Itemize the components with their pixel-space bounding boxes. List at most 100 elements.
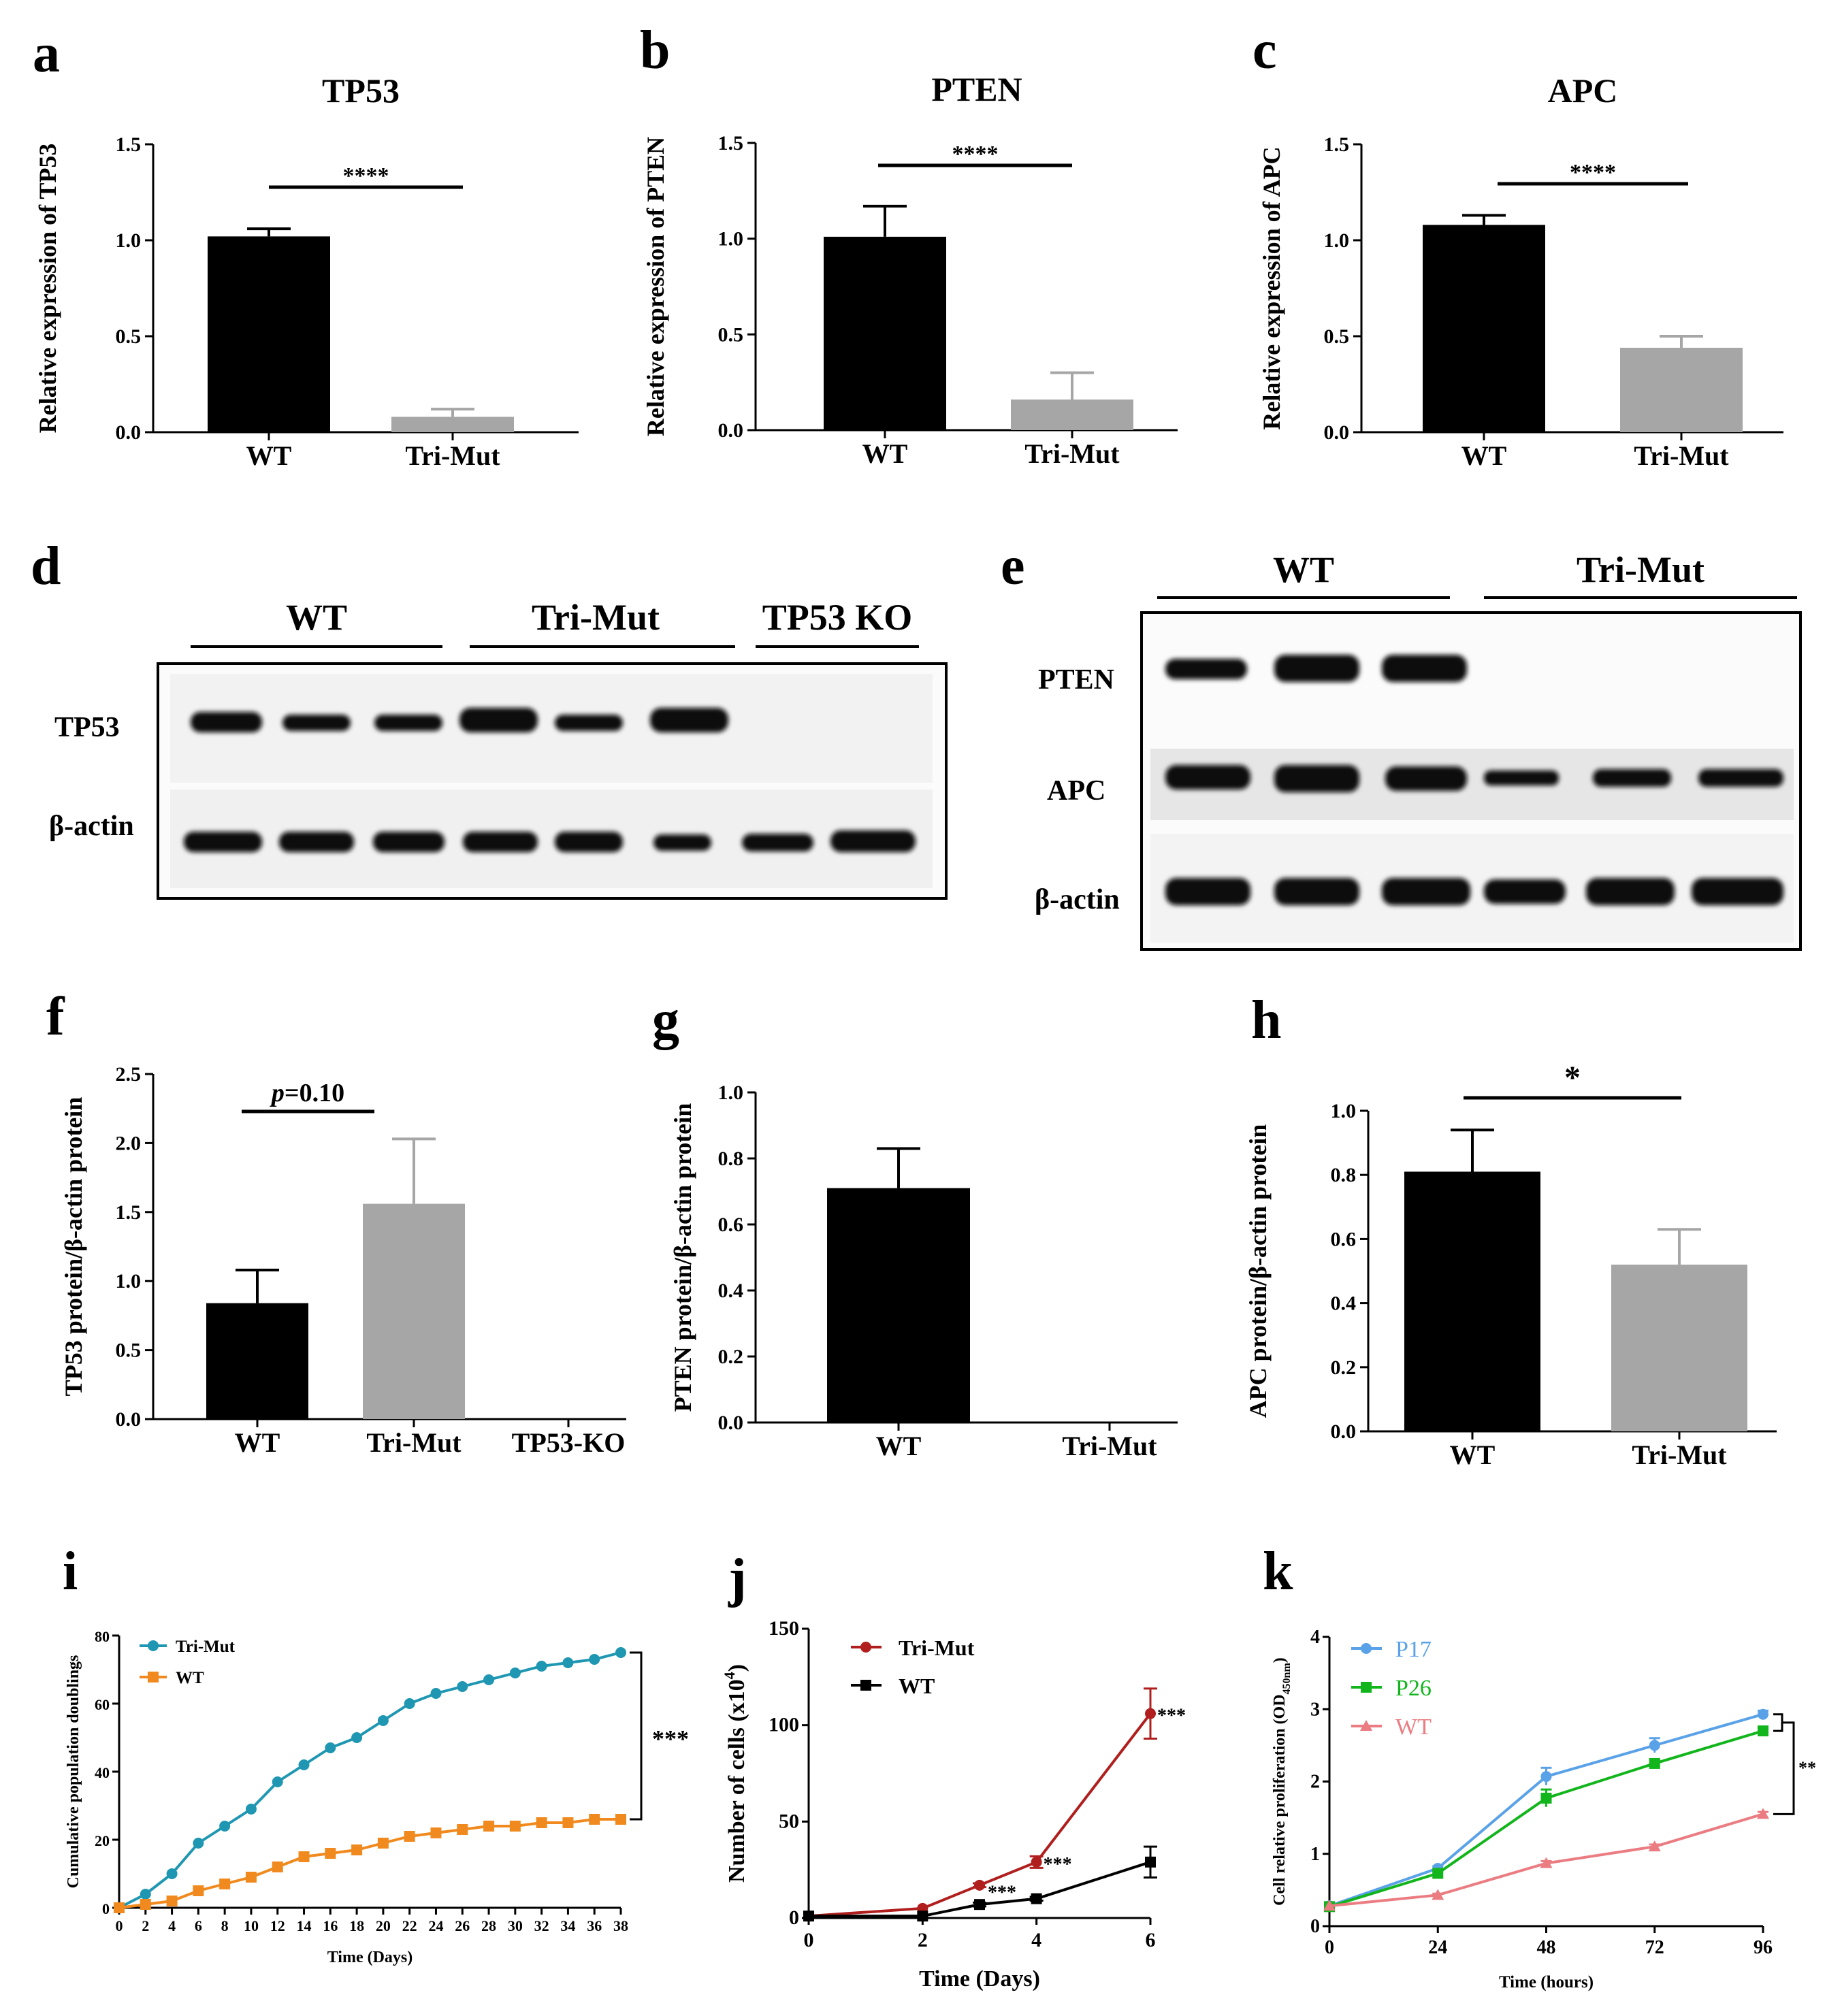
data-point	[1031, 1893, 1042, 1904]
panel-label-c: c	[1253, 20, 1277, 80]
legend-marker	[860, 1680, 871, 1691]
x-tick-label: 0	[804, 1929, 814, 1951]
data-point	[483, 1674, 495, 1685]
x-tick-label: Tri-Mut	[1634, 440, 1729, 471]
band-e-actin-6	[1692, 878, 1783, 905]
x-axis-label: Time (hours)	[1499, 1973, 1594, 1991]
legend-marker	[1361, 1643, 1372, 1654]
legend-label-tri-mut: Tri-Mut	[176, 1638, 236, 1656]
legend-label-tri-mut: Tri-Mut	[899, 1636, 975, 1660]
legend-label-wt: WT	[176, 1669, 204, 1687]
x-tick-label: 4	[168, 1917, 176, 1934]
western-blot-e: WT Tri-Mut PTEN APC β-actin	[1035, 549, 1802, 951]
x-tick-label: 22	[402, 1917, 417, 1934]
blot-e-row-apc: APC	[1047, 775, 1105, 807]
y-tick-label: 3	[1310, 1699, 1320, 1720]
x-tick-label: 30	[508, 1917, 523, 1934]
legend-marker	[148, 1672, 159, 1682]
data-point	[377, 1715, 389, 1726]
band-d-tp53-1	[191, 712, 262, 732]
data-point	[404, 1831, 415, 1842]
band-e-apc-2	[1274, 765, 1359, 792]
x-tick-label: Tri-Mut	[405, 440, 500, 471]
data-point	[589, 1654, 600, 1665]
band-d-actin-4	[463, 832, 538, 852]
blot-d-membrane-tp53	[170, 674, 933, 783]
bar-wt	[827, 1188, 970, 1422]
panel-label-k: k	[1263, 1542, 1293, 1602]
y-tick-label: 0.0	[116, 1408, 142, 1431]
y-axis-label: Relative expression of APC	[1258, 146, 1285, 429]
data-point	[1540, 1771, 1552, 1783]
y-axis-label: APC protein/β-actin protein	[1244, 1124, 1272, 1418]
data-point	[219, 1821, 231, 1832]
chart-a: 0.0 0.5 1.0 1.5 TP53 Relative expression of T…	[34, 71, 579, 471]
data-point	[404, 1698, 415, 1709]
data-point	[1540, 1857, 1553, 1868]
x-tick-label: Tri-Mut	[1632, 1440, 1727, 1470]
y-tick-label: 1.0	[718, 228, 744, 250]
data-point	[917, 1911, 928, 1922]
x-tick-label: 12	[270, 1917, 285, 1934]
y-tick-label: 1.5	[116, 1201, 142, 1224]
x-tick-label: Tri-Mut	[1024, 438, 1120, 469]
chart-f: 0.0 0.5 1.0 1.5 2.0 2.5 TP53 protein/β-actin p…	[60, 1063, 626, 1458]
significance-label: ****	[1570, 160, 1616, 185]
blot-e-row-pten: PTEN	[1038, 664, 1114, 696]
y-tick-label: 0.0	[116, 421, 142, 444]
panel-label-j: j	[728, 1548, 747, 1608]
x-tick-label: 10	[244, 1917, 259, 1934]
chart-title: TP53	[322, 71, 400, 110]
band-e-apc-1	[1165, 765, 1250, 790]
band-d-tp53-4	[459, 708, 538, 732]
data-point	[536, 1817, 547, 1828]
chart-title: PTEN	[931, 70, 1022, 108]
x-tick-label: 96	[1754, 1937, 1773, 1958]
bar-tri-mut	[1611, 1265, 1747, 1431]
significance-label: ****	[952, 142, 999, 167]
y-tick-label: 80	[95, 1628, 110, 1645]
x-tick-label: 2	[918, 1929, 928, 1951]
chart-g: 0.0 0.2 0.4 0.6 0.8 1.0 PTEN protein/β-actin p…	[669, 1082, 1178, 1461]
data-point	[974, 1899, 985, 1911]
legend-label-wt: WT	[899, 1674, 935, 1698]
data-point	[272, 1861, 283, 1872]
y-tick-label: 100	[769, 1714, 799, 1736]
y-tick-label: 2.0	[116, 1132, 142, 1154]
x-tick-label: 26	[455, 1917, 470, 1934]
data-point	[430, 1827, 442, 1838]
data-point	[483, 1821, 495, 1832]
bar-tri-mut	[363, 1203, 465, 1419]
series-line-p26	[1329, 1729, 1764, 1908]
data-point	[245, 1804, 257, 1815]
data-point	[272, 1776, 283, 1787]
series-line-p17	[1329, 1712, 1764, 1908]
blot-e-row-actin: β-actin	[1035, 884, 1120, 915]
chart-b: 0.0 0.5 1.0 1.5 PTEN Relative expression of P…	[642, 70, 1178, 469]
y-axis-label: Cumulative population doublings	[65, 1655, 82, 1889]
legend-label-wt: WT	[1395, 1714, 1432, 1740]
y-tick-label: 1.0	[116, 229, 142, 252]
y-tick-label: 20	[95, 1832, 110, 1849]
band-d-actin-1	[184, 832, 262, 852]
data-point	[140, 1889, 151, 1900]
data-point	[219, 1879, 231, 1889]
bar-tri-mut	[391, 417, 514, 432]
band-e-actin-5	[1586, 878, 1675, 905]
x-tick-label: 38	[613, 1917, 628, 1934]
data-point	[430, 1688, 442, 1699]
data-point	[298, 1851, 310, 1862]
band-d-actin-8	[830, 830, 916, 852]
significance-label: **	[1798, 1758, 1816, 1778]
y-tick-label: 0.8	[718, 1148, 744, 1170]
data-point	[166, 1896, 178, 1906]
legend-marker	[1361, 1682, 1372, 1693]
x-tick-label: 24	[428, 1917, 443, 1934]
x-tick-label: WT	[876, 1431, 922, 1461]
y-tick-label: 0.5	[1324, 325, 1350, 348]
y-tick-label: 1.0	[1324, 229, 1350, 252]
y-tick-label: 0.0	[1331, 1420, 1357, 1443]
data-point	[1145, 1708, 1156, 1719]
y-tick-label: 2.5	[116, 1063, 142, 1086]
bar-tri-mut	[1011, 399, 1133, 430]
